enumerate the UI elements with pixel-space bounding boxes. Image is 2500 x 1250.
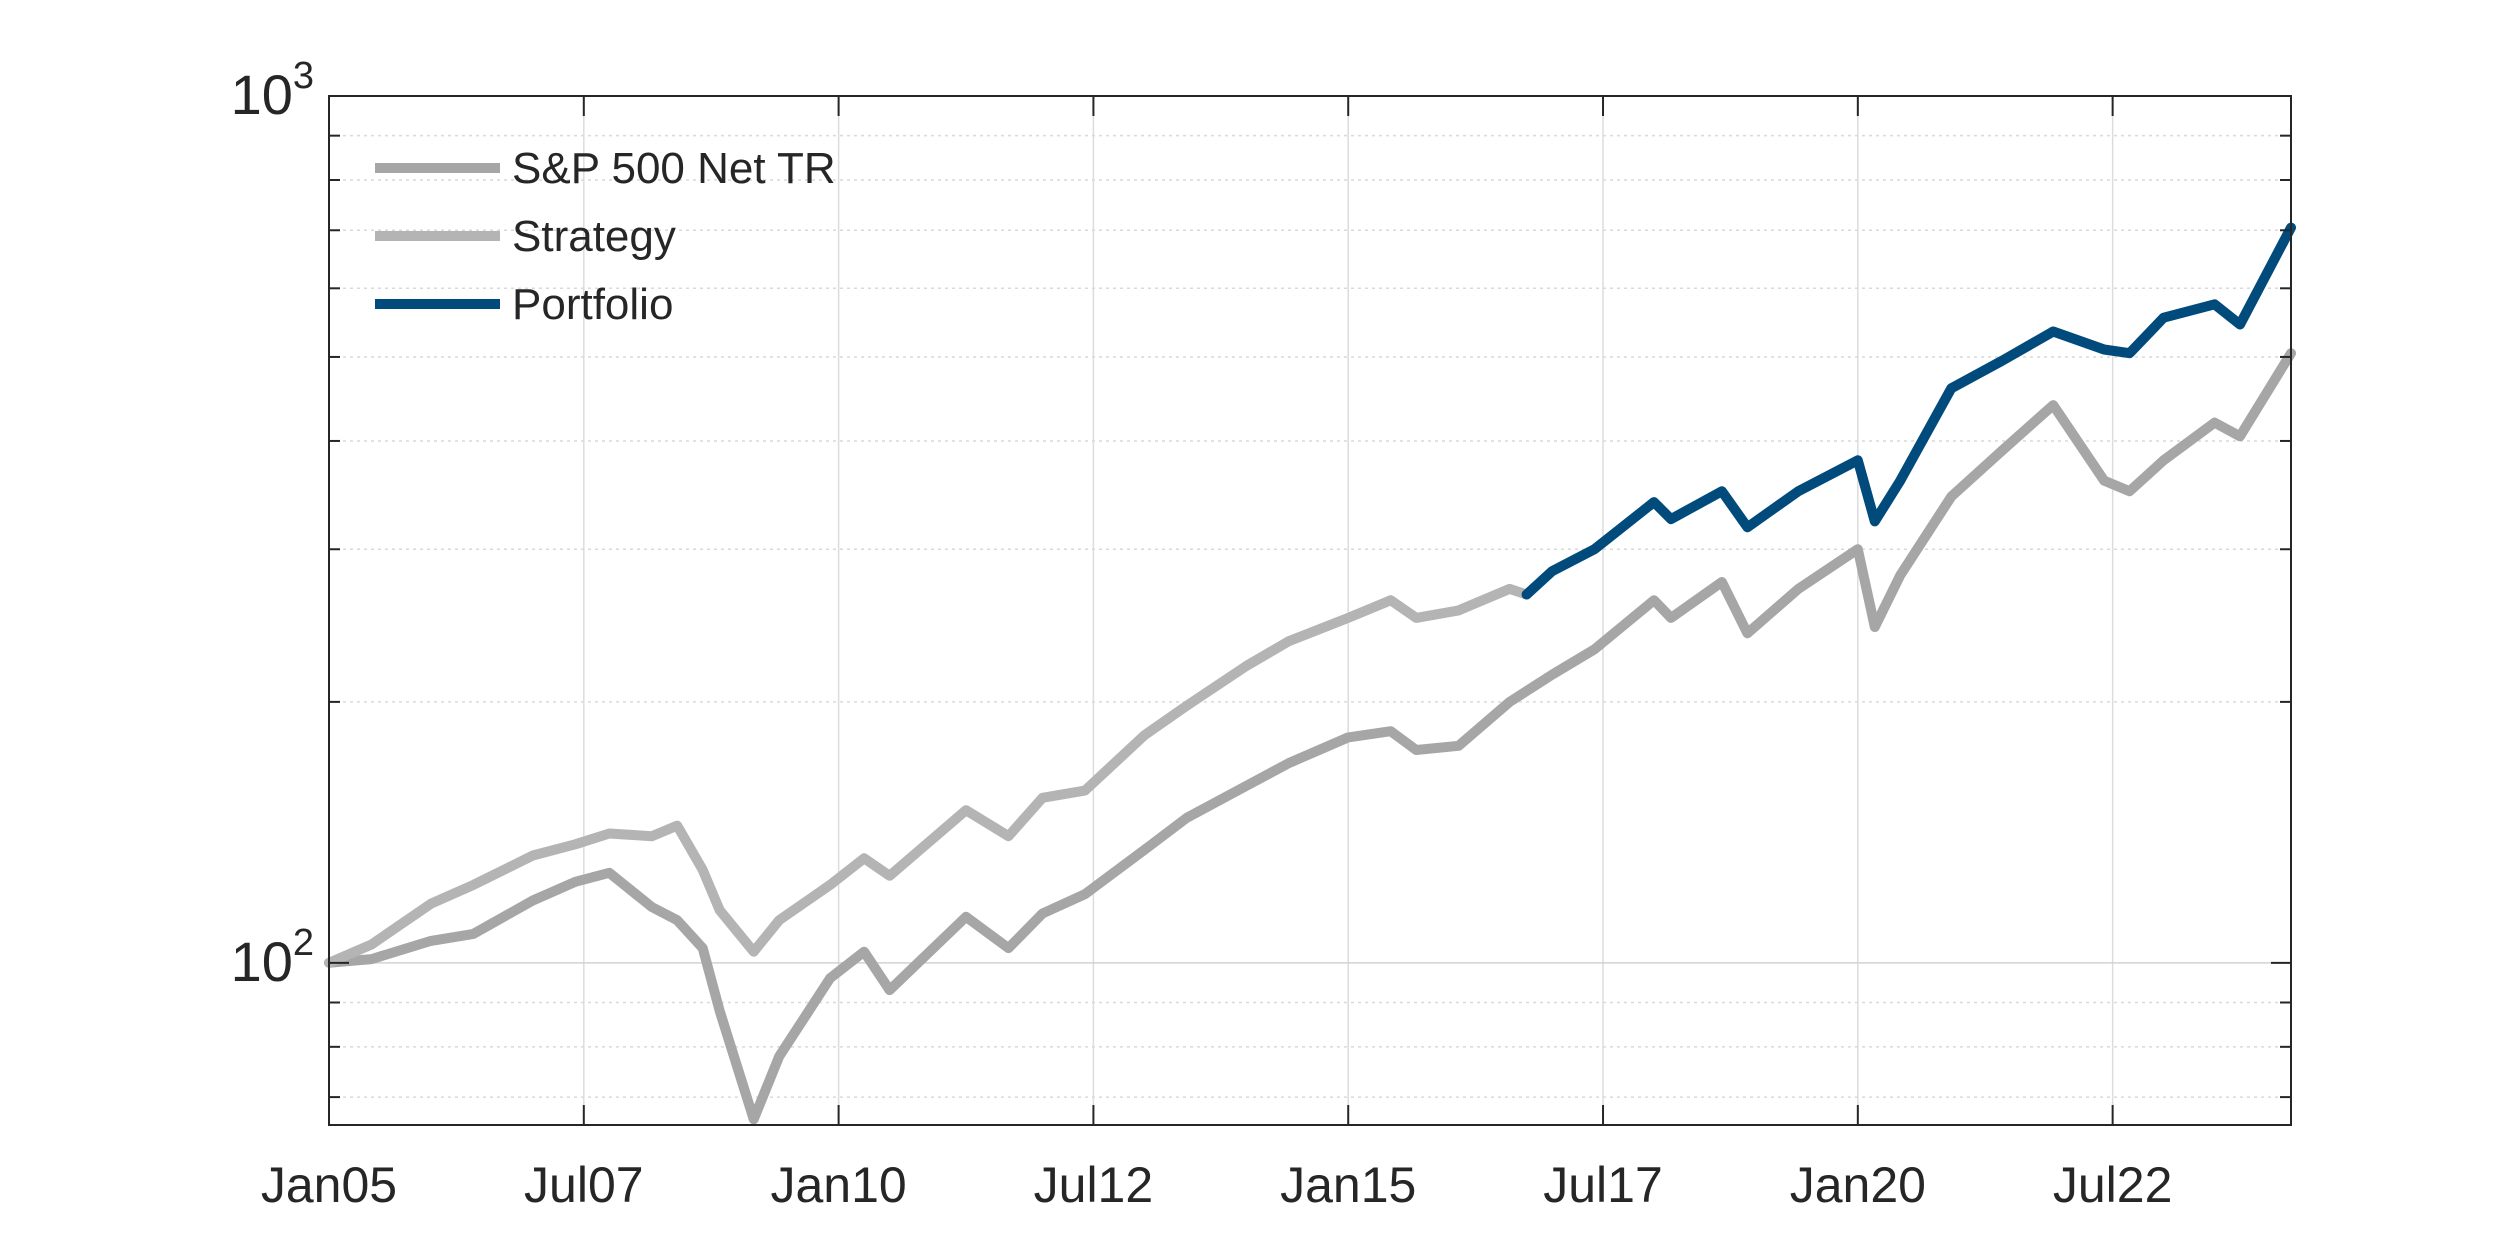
legend-label-strategy: Strategy: [512, 212, 676, 261]
x-tick-label: Jul12: [1034, 1157, 1154, 1213]
series-layer: [324, 222, 2296, 1125]
y-tick-label: 102: [231, 922, 314, 993]
x-tick-label: Jan15: [1280, 1157, 1416, 1213]
legend-label-sp500: S&P 500 Net TR: [512, 144, 836, 193]
series-line-portfolio: [1521, 222, 2296, 600]
x-tick-label: Jul17: [1543, 1157, 1663, 1213]
ticks: Jan05 Jul07 Jan10 Jul12 Jan15 Jul17 Jan20 Jul22…: [231, 55, 2291, 1213]
legend-label-portfolio: Portfolio: [512, 280, 673, 329]
plot-frame: [328, 95, 2292, 1126]
x-tick-label: Jul07: [524, 1157, 644, 1213]
x-tick-label: Jan05: [261, 1157, 397, 1213]
x-tick-label: Jan10: [770, 1157, 906, 1213]
y-tick-label: 103: [231, 55, 314, 126]
series-line-sp500: [324, 348, 2296, 1125]
series-line-strategy: [324, 583, 1532, 968]
x-tick-label: Jul22: [2053, 1157, 2173, 1213]
x-tick-label: Jan20: [1790, 1157, 1926, 1213]
legend: S&P 500 Net TR Strategy Portfolio: [375, 144, 836, 329]
